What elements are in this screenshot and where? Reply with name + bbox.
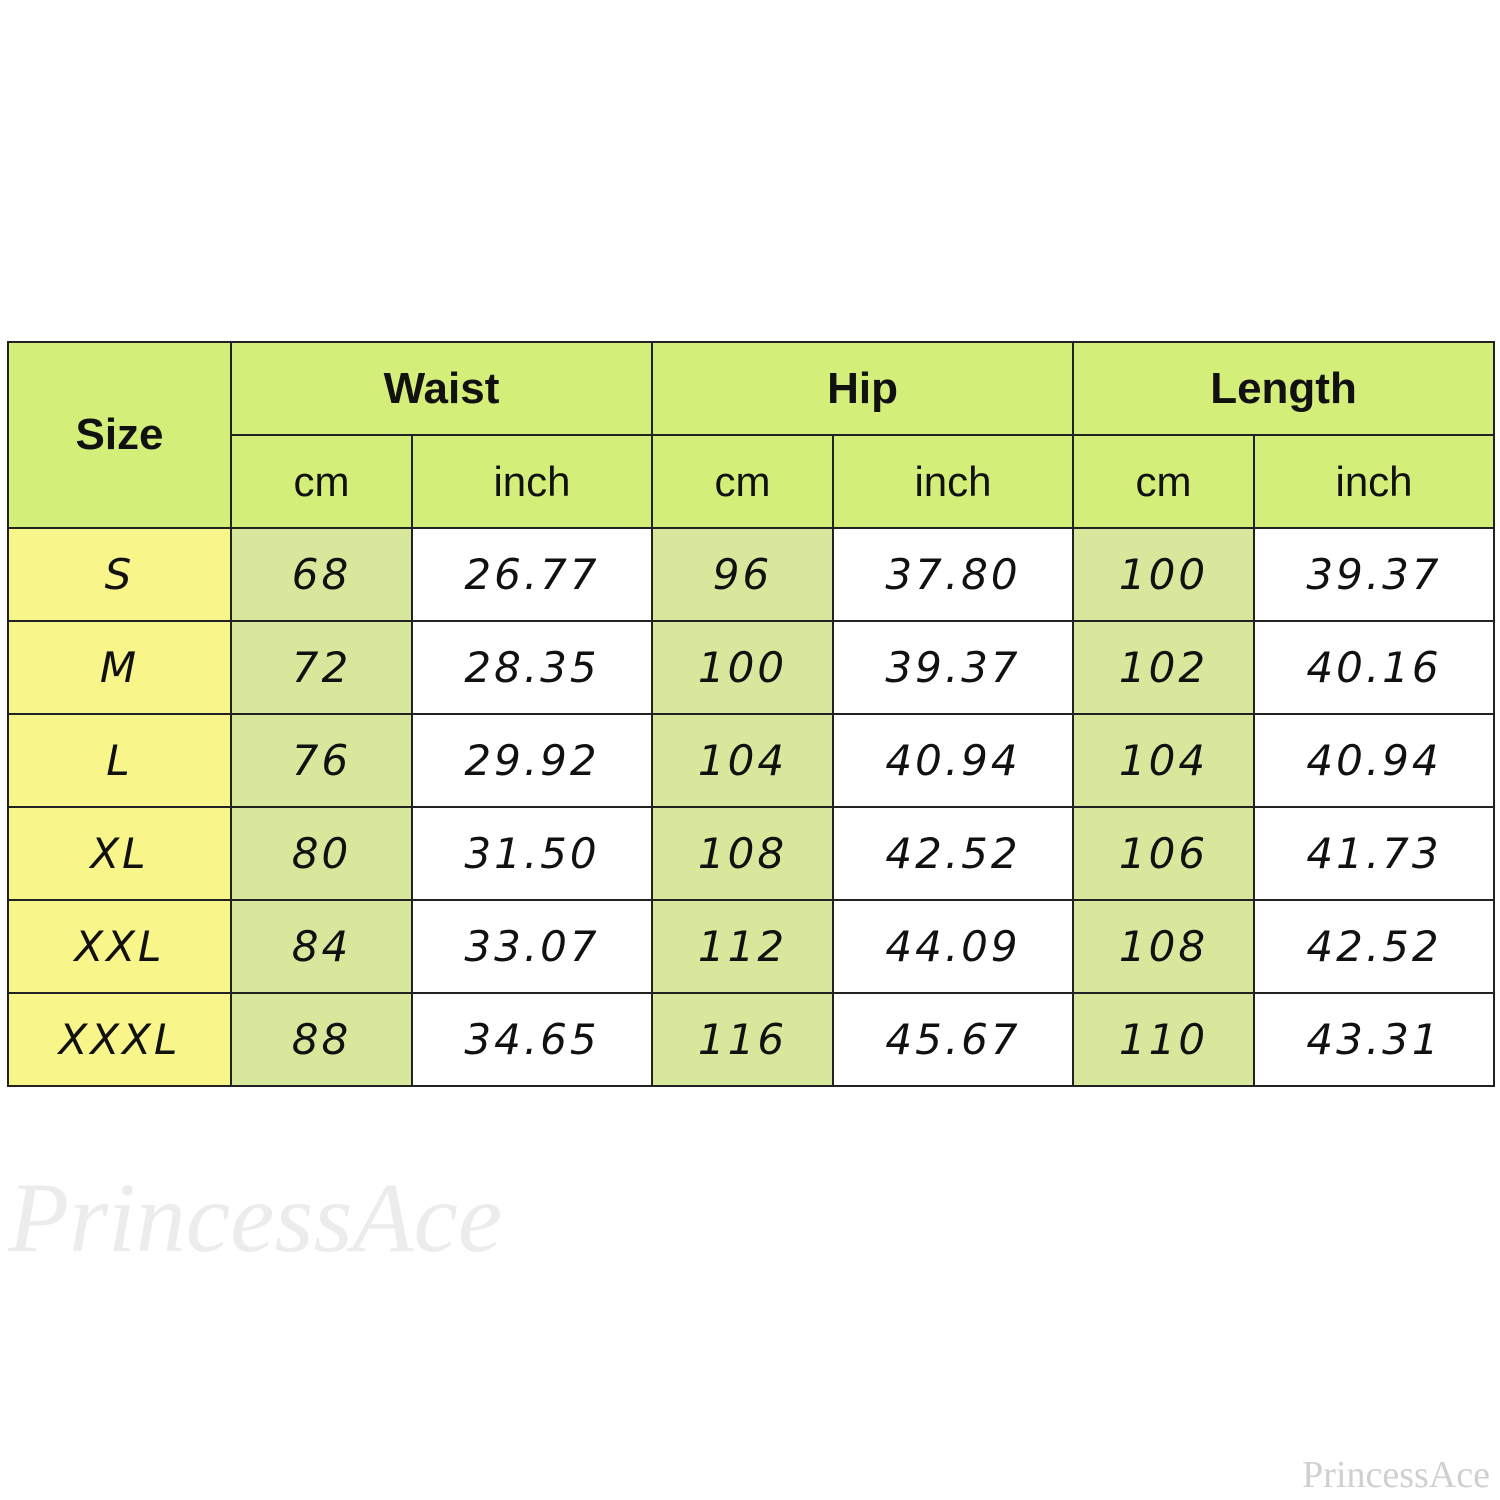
inch-value-cell: 40.16 (1253, 620, 1496, 715)
cm-value-cell: 108 (651, 806, 834, 901)
cm-value-cell: 80 (230, 806, 413, 901)
size-cell: M (7, 620, 232, 715)
inch-value-cell: 42.52 (1253, 899, 1496, 994)
cm-value-cell: 104 (651, 713, 834, 808)
corner-watermark: PrincessAce (1302, 1454, 1490, 1496)
inch-value-cell: 41.73 (1253, 806, 1496, 901)
size-header: Size (7, 341, 232, 529)
unit-header: cm (230, 434, 413, 529)
unit-header: inch (831, 434, 1075, 529)
cm-value-cell: 112 (651, 899, 834, 994)
cm-value-cell: 116 (651, 992, 834, 1087)
size-cell: XL (7, 806, 232, 901)
inch-value-cell: 29.92 (411, 713, 653, 808)
inch-value-cell: 34.65 (411, 992, 653, 1087)
unit-header: inch (411, 434, 653, 529)
inch-value-cell: 40.94 (831, 713, 1075, 808)
cm-value-cell: 102 (1072, 620, 1256, 715)
cm-value-cell: 84 (230, 899, 413, 994)
inch-value-cell: 45.67 (831, 992, 1075, 1087)
inch-value-cell: 42.52 (831, 806, 1075, 901)
watermark-logo: PrincessAce (8, 1162, 503, 1273)
table-row: S 68 26.77 96 37.80 100 39.37 (7, 527, 1496, 622)
table-row: XL 80 31.50 108 42.52 106 41.73 (7, 806, 1496, 901)
inch-value-cell: 33.07 (411, 899, 653, 994)
inch-value-cell: 44.09 (831, 899, 1075, 994)
cm-value-cell: 110 (1072, 992, 1256, 1087)
cm-value-cell: 106 (1072, 806, 1256, 901)
inch-value-cell: 43.31 (1253, 992, 1496, 1087)
size-chart-table: Size Waist Hip Length cm inch cm inch cm… (7, 341, 1496, 1087)
inch-value-cell: 39.37 (1253, 527, 1496, 622)
cm-value-cell: 108 (1072, 899, 1256, 994)
group-header-length: Length (1072, 341, 1496, 436)
cm-value-cell: 96 (651, 527, 834, 622)
table-row: XXXL 88 34.65 116 45.67 110 43.31 (7, 992, 1496, 1087)
group-header-hip: Hip (650, 341, 1075, 436)
inch-value-cell: 39.37 (831, 620, 1075, 715)
size-cell: XXXL (7, 992, 232, 1087)
unit-header: cm (1072, 434, 1256, 529)
cm-value-cell: 72 (230, 620, 413, 715)
table-row: M 72 28.35 100 39.37 102 40.16 (7, 620, 1496, 715)
cm-value-cell: 104 (1072, 713, 1256, 808)
size-cell: XXL (7, 899, 232, 994)
inch-value-cell: 26.77 (411, 527, 653, 622)
cm-value-cell: 88 (230, 992, 413, 1087)
inch-value-cell: 31.50 (411, 806, 653, 901)
cm-value-cell: 100 (1072, 527, 1256, 622)
table-row: XXL 84 33.07 112 44.09 108 42.52 (7, 899, 1496, 994)
cm-value-cell: 68 (230, 527, 413, 622)
inch-value-cell: 40.94 (1253, 713, 1496, 808)
inch-value-cell: 37.80 (831, 527, 1075, 622)
group-header-waist: Waist (230, 341, 653, 436)
cm-value-cell: 100 (651, 620, 834, 715)
unit-header: cm (651, 434, 834, 529)
size-cell: S (7, 527, 232, 622)
inch-value-cell: 28.35 (411, 620, 653, 715)
table-row: L 76 29.92 104 40.94 104 40.94 (7, 713, 1496, 808)
unit-header: inch (1253, 434, 1496, 529)
size-cell: L (7, 713, 232, 808)
cm-value-cell: 76 (230, 713, 413, 808)
